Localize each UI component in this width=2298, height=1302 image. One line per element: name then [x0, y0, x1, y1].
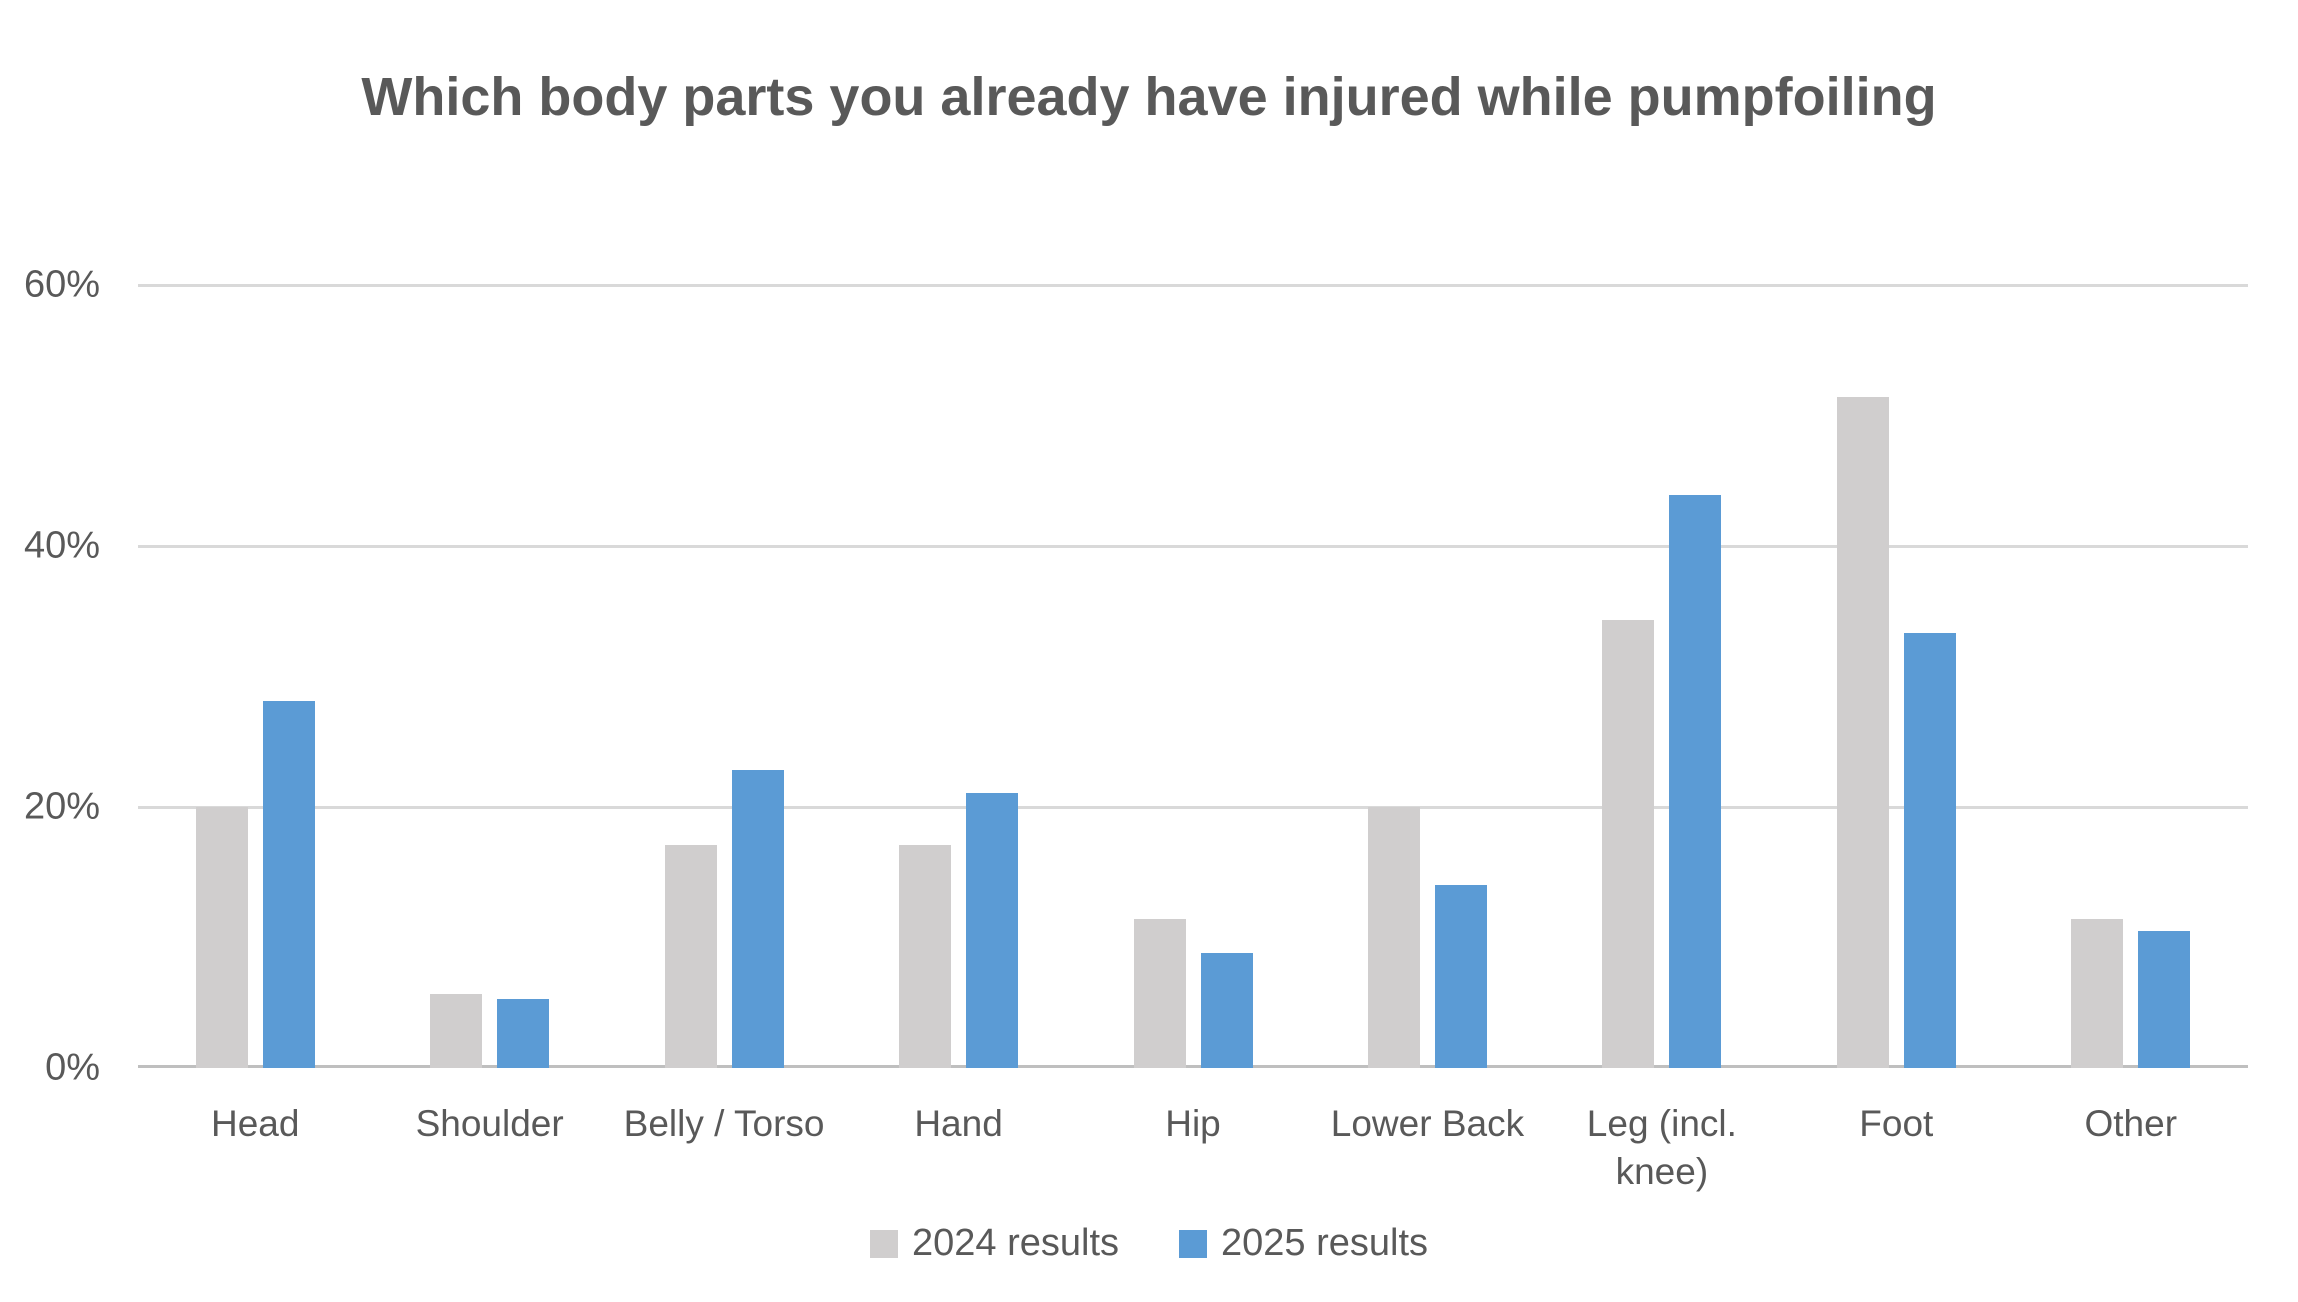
gridline-60	[138, 284, 2248, 287]
bar-2024-head	[195, 807, 248, 1068]
bar-2024-shoulder	[430, 993, 483, 1068]
x-label-shoulder: Shoulder	[415, 1103, 564, 1144]
chart-title: Which body parts you already have injure…	[361, 67, 1937, 127]
bar-2025-hip	[1200, 953, 1253, 1068]
x-label-hand: Hand	[914, 1103, 1003, 1144]
x-label-foot: Foot	[1859, 1103, 1934, 1144]
x-label-leg-incl-knee: Leg (incl. knee)	[1586, 1103, 1737, 1193]
bar-2025-belly-torso	[731, 770, 784, 1068]
y-tick-label-0: 0%	[45, 1046, 100, 1089]
legend-swatch-2025	[1179, 1229, 1207, 1258]
bar-2024-hip	[1133, 919, 1186, 1068]
x-label-lower-back: Lower Back	[1330, 1103, 1525, 1144]
bar-2025-hand	[966, 792, 1019, 1068]
bar-2024-leg-incl-knee	[1602, 620, 1655, 1068]
y-tick-label-40: 40%	[23, 524, 100, 567]
legend-item-2025: 2025 results	[1179, 1222, 1428, 1265]
legend-swatch-2024	[869, 1229, 898, 1258]
x-label-head: Head	[210, 1103, 300, 1144]
x-label-hip: Hip	[1165, 1103, 1221, 1144]
legend-item-2024: 2024 results	[869, 1222, 1119, 1265]
bar-2025-shoulder	[497, 998, 550, 1068]
bar-2024-foot	[1836, 397, 1889, 1068]
bar-2025-leg-incl-knee	[1669, 495, 1722, 1068]
y-tick-label-20: 20%	[23, 785, 100, 828]
x-axis-line	[138, 1065, 2248, 1068]
bar-2024-lower-back	[1367, 807, 1420, 1068]
bar-2025-other	[2138, 930, 2191, 1068]
bar-2024-other	[2071, 919, 2124, 1068]
gridline-20	[138, 806, 2248, 809]
bar-2024-belly-torso	[664, 844, 717, 1068]
x-label-belly-torso: Belly / Torso	[623, 1103, 825, 1144]
legend: 2024 results 2025 results	[0, 1222, 2298, 1265]
bar-2024-hand	[899, 844, 952, 1068]
plot-area	[138, 284, 2248, 1068]
bar-2025-foot	[1903, 633, 1956, 1068]
bar-2025-lower-back	[1434, 885, 1487, 1068]
legend-label-2024: 2024 results	[911, 1222, 1119, 1264]
gridline-40	[138, 545, 2248, 548]
legend-label-2025: 2025 results	[1221, 1222, 1429, 1264]
bar-2025-head	[262, 701, 315, 1068]
y-tick-label-60: 60%	[23, 263, 100, 306]
x-label-other: Other	[2084, 1103, 2178, 1144]
